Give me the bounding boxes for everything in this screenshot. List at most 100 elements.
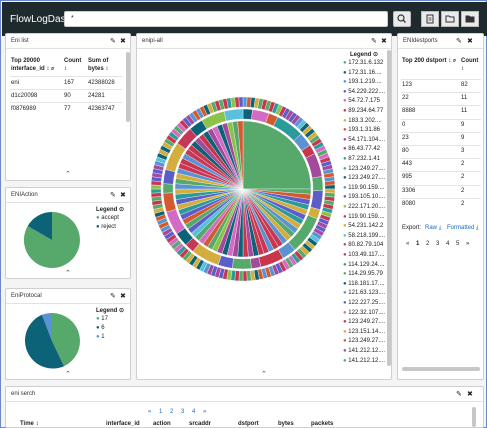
- pie-slice-1[interactable]: [42, 312, 52, 341]
- edit-icon[interactable]: ✎: [110, 293, 116, 300]
- legend-item[interactable]: ● 114.129.24....: [343, 262, 385, 268]
- table-cell[interactable]: 23: [402, 134, 409, 141]
- table-cell[interactable]: 8080: [402, 200, 416, 207]
- legend-item[interactable]: ● 103.49.117....: [343, 252, 385, 258]
- legend-item[interactable]: ● 193.1.219....: [343, 79, 382, 85]
- legend-item[interactable]: ● 54.229.222....: [343, 89, 385, 95]
- edit-icon[interactable]: ✎: [110, 192, 116, 199]
- legend-item[interactable]: ● reject: [96, 224, 116, 230]
- legend-item[interactable]: ● 122.32.107....: [343, 310, 385, 316]
- legend-item[interactable]: ● 141.212.12....: [343, 358, 385, 364]
- table-cell[interactable]: f0876989: [11, 106, 37, 112]
- legend-item[interactable]: ● 172.31.6.132: [343, 60, 383, 66]
- column-header-bytes[interactable]: Sum of bytes ↕: [88, 58, 109, 72]
- table-cell[interactable]: 123: [402, 82, 413, 88]
- page-link[interactable]: 3: [181, 409, 185, 415]
- legend-item[interactable]: ● 123.151.14....: [343, 329, 385, 335]
- scrollbar[interactable]: [387, 50, 391, 366]
- legend-item[interactable]: ● 121.63.123....: [343, 290, 385, 296]
- legend-item[interactable]: ● 6: [96, 325, 105, 331]
- edit-icon[interactable]: ✎: [456, 391, 462, 398]
- page-link[interactable]: 5: [456, 241, 460, 247]
- column-header[interactable]: bytes: [278, 421, 294, 427]
- column-header[interactable]: packets: [311, 421, 334, 427]
- table-cell[interactable]: d1c20098: [11, 93, 38, 99]
- sunburst-segment[interactable]: [162, 183, 174, 194]
- sunburst-segment[interactable]: [162, 192, 177, 213]
- table-cell[interactable]: 3306: [402, 187, 416, 194]
- legend-item[interactable]: ● accept: [96, 215, 119, 221]
- sunburst-segment[interactable]: [232, 258, 252, 270]
- close-icon[interactable]: ✖: [467, 38, 473, 45]
- column-header[interactable]: interface_id: [106, 421, 140, 427]
- sunburst-segment[interactable]: [324, 184, 336, 190]
- sunburst-segment[interactable]: [150, 188, 162, 194]
- search-button[interactable]: [393, 11, 411, 27]
- table-cell[interactable]: 80: [402, 148, 409, 154]
- sunburst-segment[interactable]: [242, 120, 312, 190]
- edit-icon[interactable]: ✎: [456, 38, 462, 45]
- legend-item[interactable]: ● 141.212.12....: [343, 348, 385, 354]
- legend-item[interactable]: ● 193.105.10....: [343, 194, 385, 200]
- load-dashboard-button[interactable]: [441, 11, 459, 27]
- app-title[interactable]: FlowLogDash: [10, 14, 72, 25]
- save-dashboard-button[interactable]: [461, 11, 479, 27]
- page-link[interactable]: 2: [170, 409, 174, 415]
- edit-icon[interactable]: ✎: [371, 38, 377, 45]
- legend-item[interactable]: ● 122.227.25....: [343, 300, 385, 306]
- collapse-chevron-icon[interactable]: ⌃: [65, 171, 71, 178]
- legend-item[interactable]: ● 17: [96, 316, 108, 322]
- table-cell[interactable]: 995: [402, 174, 413, 181]
- close-icon[interactable]: ✖: [467, 391, 473, 398]
- sunburst-segment[interactable]: [162, 169, 176, 185]
- sunburst-segment[interactable]: [324, 188, 336, 194]
- page-link[interactable]: 3: [436, 241, 440, 247]
- horizontal-scrollbar[interactable]: [402, 367, 480, 371]
- legend-item[interactable]: ● 89.234.64.77: [343, 108, 383, 114]
- close-icon[interactable]: ✖: [120, 38, 126, 45]
- column-header-count[interactable]: Count ↕: [64, 58, 82, 72]
- pie-slice-17[interactable]: [52, 313, 81, 367]
- legend-item[interactable]: ● 54.72.7.175: [343, 98, 380, 104]
- page-link[interactable]: «: [148, 409, 152, 415]
- sunburst-segment[interactable]: [242, 96, 248, 108]
- close-icon[interactable]: ✖: [120, 192, 126, 199]
- close-icon[interactable]: ✖: [120, 293, 126, 300]
- table-cell[interactable]: 0: [402, 121, 406, 128]
- page-link[interactable]: »: [466, 241, 470, 247]
- sunburst-segment[interactable]: [310, 190, 324, 211]
- page-link[interactable]: »: [203, 409, 207, 415]
- legend-item[interactable]: ● 54.231.142.2: [343, 223, 383, 229]
- column-header[interactable]: dstport: [238, 421, 259, 427]
- legend-item[interactable]: ● 123.249.27....: [343, 338, 385, 344]
- legend-item[interactable]: ● 58.218.199....: [343, 233, 385, 239]
- page-link[interactable]: «: [406, 241, 410, 247]
- table-cell[interactable]: eni: [11, 80, 20, 86]
- legend-item[interactable]: ● 193.1.31.86: [343, 127, 380, 133]
- close-icon[interactable]: ✖: [381, 38, 387, 45]
- pie-slice-6[interactable]: [24, 314, 64, 369]
- legend-item[interactable]: ● 222.171.20....: [343, 204, 385, 210]
- scrollbar[interactable]: [126, 52, 130, 122]
- export-raw-link[interactable]: Raw ⤓: [425, 225, 442, 231]
- legend-item[interactable]: ● 123.249.27....: [343, 175, 385, 181]
- sunburst-segment[interactable]: [234, 96, 240, 108]
- pie-slice-accept[interactable]: [23, 212, 80, 268]
- sunburst-segment[interactable]: [324, 180, 336, 186]
- legend-item[interactable]: ● 1: [96, 334, 105, 340]
- export-formatted-link[interactable]: Formatted ⤓: [447, 225, 479, 231]
- sunburst-segment[interactable]: [223, 108, 244, 122]
- sunburst-segment[interactable]: [237, 120, 244, 190]
- sunburst-segment[interactable]: [311, 176, 324, 191]
- legend-item[interactable]: ● 80.82.79.104: [343, 242, 383, 248]
- new-dashboard-button[interactable]: [421, 11, 439, 27]
- page-link[interactable]: 1: [416, 241, 420, 247]
- legend-item[interactable]: ● 119.90.159....: [343, 185, 385, 191]
- collapse-chevron-icon[interactable]: ⌃: [261, 371, 267, 378]
- column-header-dstport[interactable]: Top 200 dstport ↕ ⌕: [402, 58, 457, 64]
- sunburst-segment[interactable]: [242, 270, 248, 282]
- table-cell[interactable]: 8888: [402, 108, 416, 115]
- sunburst-segment[interactable]: [246, 270, 252, 282]
- sunburst-segment[interactable]: [238, 270, 244, 282]
- legend-item[interactable]: ● 54.171.104....: [343, 137, 385, 143]
